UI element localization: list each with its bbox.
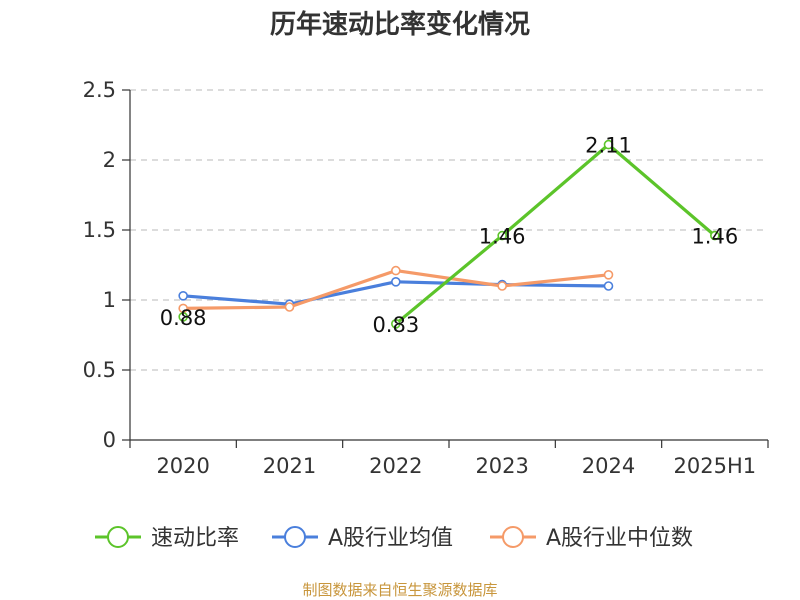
data-point [603,281,614,291]
legend-swatch-marker [284,526,306,548]
data-point [391,265,401,276]
data-point [391,318,401,329]
axes [122,89,769,448]
series-line [394,143,717,326]
legend-item[interactable]: 速动比率 [95,526,239,551]
data-point [603,269,614,280]
data-label: 2.11 [585,134,632,158]
x-tick-label: 2021 [263,454,316,478]
legend-swatch-marker [107,526,129,548]
x-axis-tick-labels: 2020 2021 2022 2023 2024 2025H1 [156,454,756,478]
data-point [497,230,507,241]
chart-title: 历年速动比率变化情况 [270,9,530,40]
x-tick-label: 2025H1 [674,454,757,478]
data-label: 1.46 [479,225,526,249]
series-lines [178,139,720,329]
y-axis-tick-labels: 0 0.5 1 1.5 2 2.5 [83,78,116,452]
legend[interactable]: 速动比率 A股行业均值 A股行业中位数 [95,526,693,551]
legend-label: A股行业均值 [328,526,453,551]
x-tick-label: 2024 [582,454,635,478]
data-label: 0.83 [372,313,419,337]
data-label: 1.46 [691,225,738,249]
data-label: 0.88 [160,306,207,330]
data-point [178,290,188,301]
gridlines [130,89,768,371]
legend-label: 速动比率 [151,526,239,551]
legend-swatch-marker [502,526,524,548]
y-tick-label: 1 [103,288,116,312]
x-tick-label: 2022 [369,454,422,478]
y-tick-label: 2 [103,148,116,172]
data-labels: 0.88 0.83 1.46 2.11 1.46 [160,134,738,337]
data-point [391,276,401,287]
data-point [497,281,507,291]
legend-item[interactable]: A股行业均值 [272,526,453,551]
series-line [181,269,611,310]
x-tick-label: 2023 [475,454,528,478]
y-tick-label: 1.5 [83,218,116,242]
y-tick-label: 0 [103,428,116,452]
data-point [178,311,188,322]
data-point [603,139,614,150]
source-note: 制图数据来自恒生聚源数据库 [302,581,497,599]
legend-item[interactable]: A股行业中位数 [490,526,693,551]
data-point [710,230,720,241]
y-tick-label: 0.5 [83,358,116,382]
legend-label: A股行业中位数 [546,526,693,551]
x-tick-label: 2020 [156,454,209,478]
y-tick-label: 2.5 [83,78,116,102]
data-point [284,302,295,312]
